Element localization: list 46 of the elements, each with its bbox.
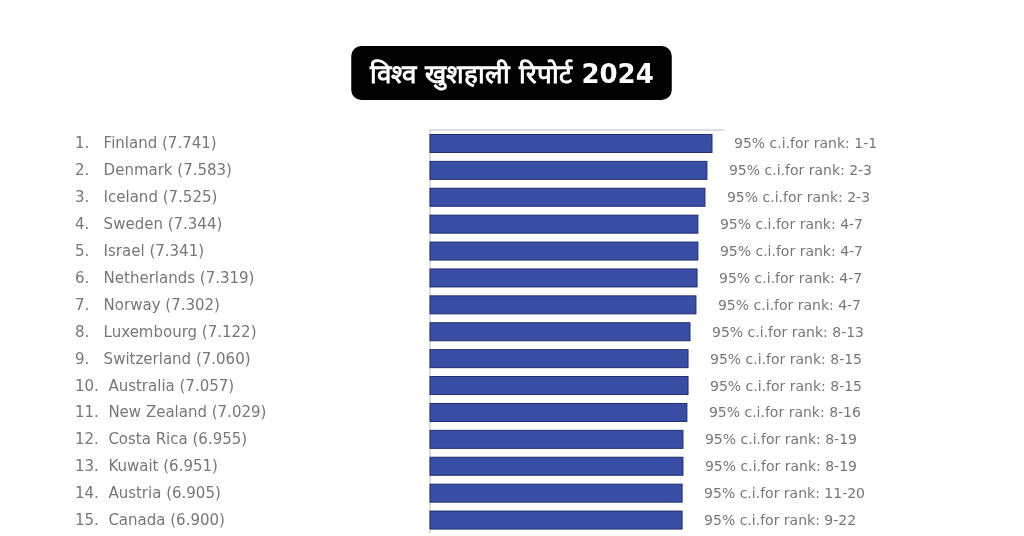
text: 95% c.i.for rank: 4-7 — [719, 216, 864, 233]
y-tick-label: 15. Canada (6.900) — [75, 511, 225, 530]
annotation: 95% c.i.for rank: 8-15 — [710, 350, 863, 367]
bar — [429, 510, 683, 530]
y-tick-label: 10. Australia (7.057) — [75, 376, 235, 395]
bar — [429, 456, 684, 476]
bar — [429, 241, 699, 261]
bar — [429, 376, 689, 396]
y-tick-label: 9. Switzerland (7.060) — [75, 349, 251, 368]
bar — [429, 214, 699, 234]
bar — [429, 322, 691, 342]
y-tick-label: 14. Austria (6.905) — [75, 484, 221, 503]
text: 95% c.i.for rank: 1-1 — [734, 135, 878, 152]
y-tick-label: 6. Netherlands (7.319) — [75, 268, 255, 287]
bar — [429, 483, 683, 503]
text: 95% c.i.for rank: 4-7 — [719, 269, 863, 286]
annotation: 95% c.i.for rank: 8-13 — [712, 323, 865, 340]
bar — [429, 295, 697, 315]
text: 95% c.i.for rank: 2-3 — [728, 162, 873, 179]
annotation: 95% c.i.for rank: 8-15 — [710, 377, 863, 394]
annotation: 95% c.i.for rank: 11-20 — [704, 485, 866, 502]
y-tick-label: 13. Kuwait (6.951) — [75, 457, 218, 476]
bar — [429, 160, 708, 180]
annotation: 95% c.i.for rank: 8-19 — [704, 431, 857, 448]
text: 95% c.i.for rank: 4-7 — [717, 296, 862, 313]
y-tick-label: 4. Sweden (7.344) — [75, 215, 223, 234]
y-tick-label: 1. Finland (7.741) — [75, 134, 217, 153]
bar — [429, 268, 698, 288]
y-tick-label: 12. Costa Rica (6.955) — [75, 430, 248, 449]
text: 95% c.i.for rank: 4-7 — [719, 243, 864, 260]
annotation: 95% c.i.for rank: 9-22 — [704, 512, 857, 529]
bar — [429, 133, 713, 153]
y-tick-label: 8. Luxembourg (7.122) — [75, 322, 257, 341]
y-tick-label: 5. Israel (7.341) — [75, 242, 205, 261]
y-tick-label: 2. Denmark (7.583) — [75, 161, 232, 180]
bar — [429, 402, 688, 422]
bar — [429, 429, 684, 449]
annotation: 95% c.i.for rank: 8-19 — [704, 458, 857, 475]
chart-title: विश्व खुशहाली रिपोर्ट 2024 — [369, 59, 654, 91]
text: 95% c.i.for rank: 2-3 — [726, 189, 871, 206]
y-tick-label: 3. Iceland (7.525) — [75, 188, 218, 207]
bar — [429, 187, 706, 207]
annotation: 95% c.i.for rank: 8-16 — [708, 404, 862, 421]
bar — [429, 349, 689, 369]
y-tick-label: 7. Norway (7.302) — [75, 295, 220, 314]
y-tick-label: 11. New Zealand (7.029) — [75, 403, 267, 422]
